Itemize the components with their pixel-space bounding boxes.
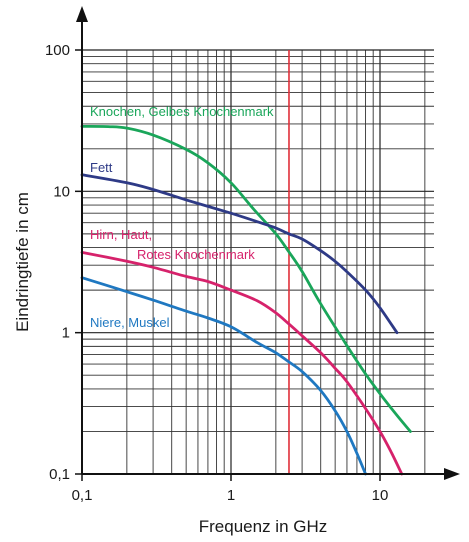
x-tick-label: 1 — [227, 487, 235, 504]
y-tick-label: 1 — [62, 325, 70, 342]
series-line-2 — [80, 173, 399, 335]
axes — [75, 6, 460, 481]
series-label-1: Knochen, Gelbes Knochenmark — [90, 104, 274, 119]
series-line-4 — [80, 276, 367, 476]
series-label-2: Fett — [90, 160, 113, 175]
y-axis-arrow — [76, 6, 88, 22]
y-tick-label: 100 — [45, 42, 70, 59]
series-line-3 — [80, 251, 404, 476]
series-label-3: Hirn, Haut, — [90, 227, 152, 242]
series-lines — [80, 124, 412, 476]
series-label-3: Rotes Knochenmark — [137, 247, 255, 262]
x-axis-label: Frequenz in GHz — [199, 517, 328, 536]
series-labels: Knochen, Gelbes Knochenmark Fett Hirn, Hau… — [90, 104, 274, 330]
y-axis-label: Eindringtiefe in cm — [13, 192, 32, 332]
x-axis-arrow — [444, 468, 460, 480]
y-tick-label: 0,1 — [49, 466, 70, 483]
x-tick-label: 0,1 — [72, 487, 93, 504]
grid — [81, 49, 434, 475]
series-label-4: Niere, Muskel — [90, 315, 170, 330]
tick-labels: 0,1 1 10 100 0,1 1 10 — [45, 42, 388, 504]
series-line-1 — [80, 124, 412, 433]
y-tick-label: 10 — [53, 183, 70, 200]
x-tick-label: 10 — [372, 487, 389, 504]
